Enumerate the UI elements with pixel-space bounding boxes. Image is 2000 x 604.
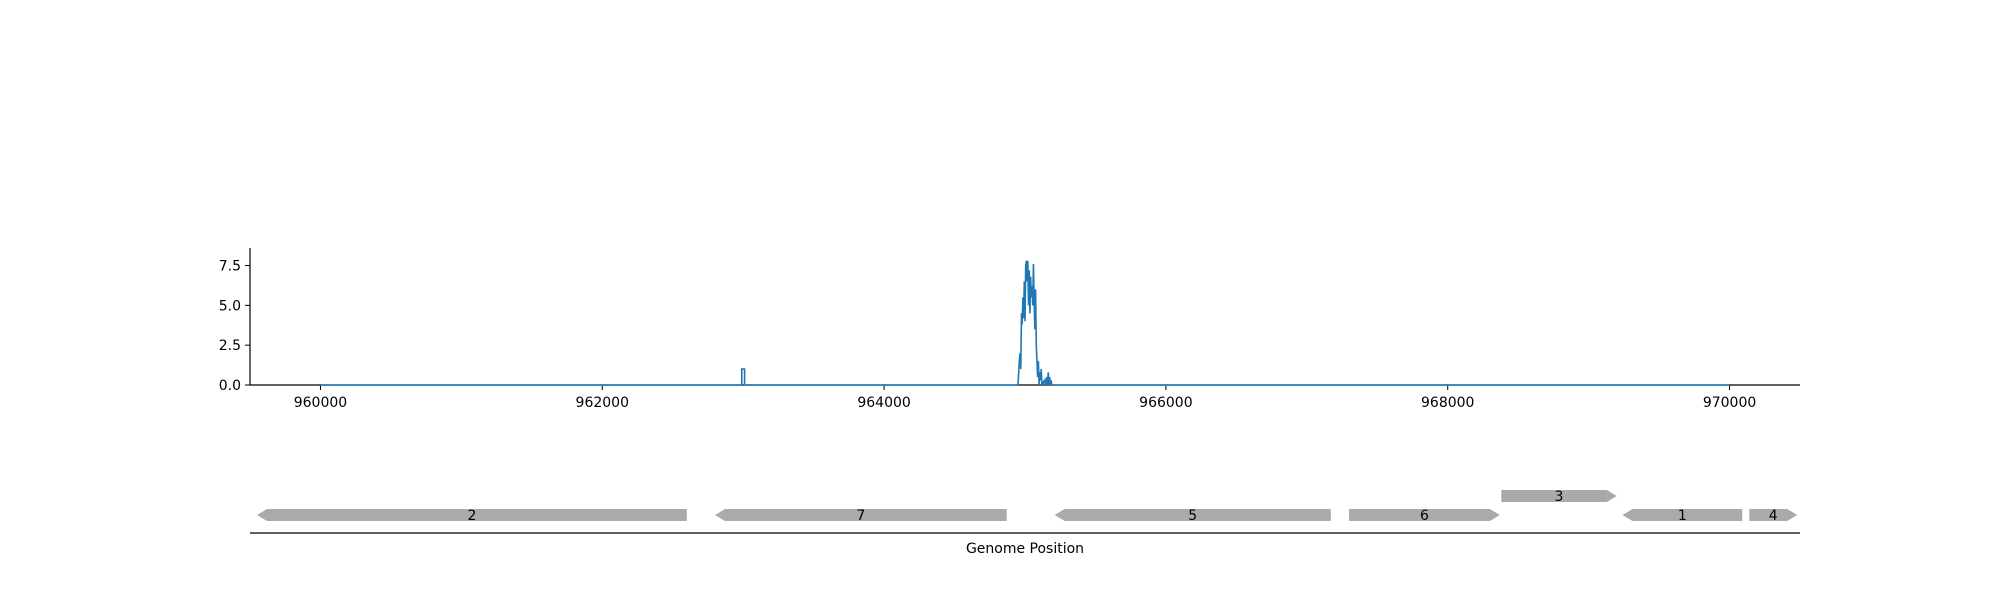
x-tick-label: 968000 [1421, 395, 1474, 411]
gene-arrow [1349, 509, 1500, 521]
x-axis-label: Genome Position [966, 541, 1084, 557]
gene-arrow [257, 509, 687, 521]
y-tick-label: 2.5 [219, 338, 241, 354]
y-tick-label: 5.0 [219, 298, 241, 314]
gene-label: 1 [1678, 508, 1687, 524]
gene-label: 6 [1420, 508, 1429, 524]
gene-arrow [1622, 509, 1743, 521]
gene-arrow [1749, 509, 1798, 521]
x-tick-label: 966000 [1139, 395, 1192, 411]
gene-arrow [715, 509, 1007, 521]
coverage-series-line [320, 260, 1730, 386]
gene-track: 2 7 5 6 3 1 4 [257, 489, 1798, 524]
x-tick-label: 962000 [576, 395, 629, 411]
x-tick-label: 970000 [1703, 395, 1756, 411]
gene-label: 4 [1769, 508, 1778, 524]
coverage-axes: 960000 962000 964000 966000 968000 970000 0.0 2… [219, 248, 1800, 411]
x-tick-label: 964000 [857, 395, 910, 411]
coverage-plot [320, 260, 1730, 386]
gene-label: 3 [1555, 489, 1564, 505]
y-tick-label: 7.5 [219, 259, 241, 275]
gene-arrow [1054, 509, 1331, 521]
gene-label: 5 [1188, 508, 1197, 524]
gene-arrow [1501, 490, 1617, 502]
gene-label: 2 [467, 508, 476, 524]
y-tick-label: 0.0 [219, 378, 241, 394]
gene-label: 7 [856, 508, 865, 524]
x-tick-label: 960000 [294, 395, 347, 411]
